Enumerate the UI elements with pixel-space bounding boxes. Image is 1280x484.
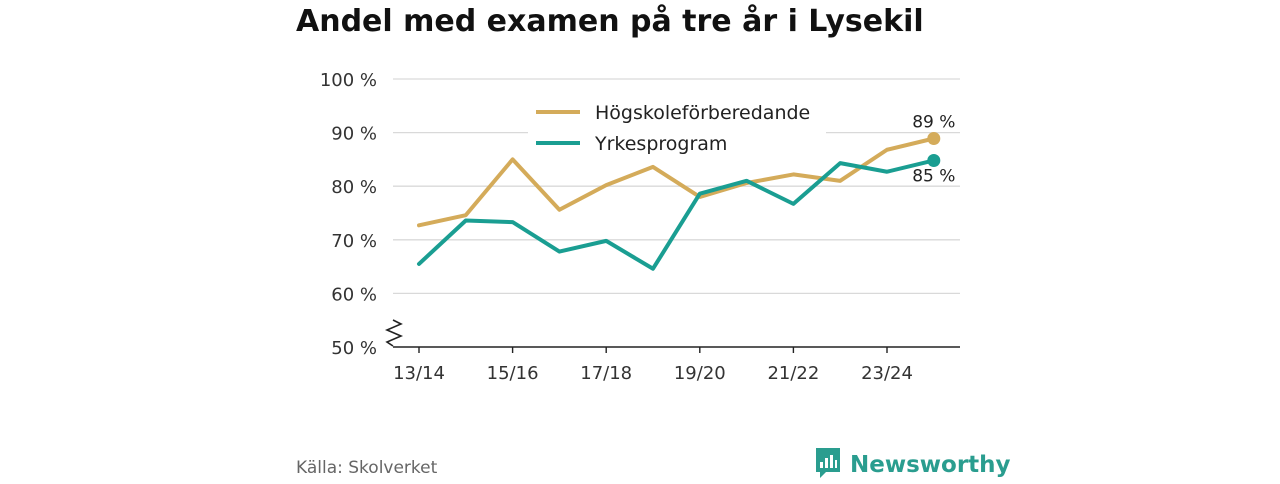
x-tick-label: 21/22 (767, 363, 819, 384)
legend-label: Högskoleförberedande (595, 102, 810, 124)
x-tick-label: 15/16 (487, 363, 539, 384)
newsworthy-logo-icon (814, 446, 842, 484)
x-axis: 13/14 15/16 17/18 19/20 21/22 23/24 (393, 346, 960, 384)
axis-break-icon (384, 319, 404, 347)
series-lines (417, 131, 941, 271)
source-note: Källa: Skolverket (296, 458, 438, 478)
legend-label: Yrkesprogram (594, 133, 727, 155)
end-value-label: 85 % (912, 166, 955, 186)
end-value-label: 89 % (912, 112, 955, 132)
end-labels: 89 % 85 % (912, 112, 955, 186)
legend: Högskoleförberedande Yrkesprogram (528, 93, 826, 159)
x-tick-label: 19/20 (674, 363, 726, 384)
y-tick-label: 70 % (331, 231, 377, 252)
data-point (927, 131, 941, 145)
brand-name: Newsworthy (850, 452, 1011, 478)
y-tick-label: 90 % (331, 124, 377, 145)
legend-background (528, 93, 826, 159)
data-point (927, 153, 941, 167)
y-axis-break (384, 319, 404, 347)
y-tick-label: 60 % (331, 284, 377, 305)
x-tick-label: 13/14 (393, 363, 445, 384)
chart-title: Andel med examen på tre år i Lysekil (296, 4, 924, 39)
series-line (417, 136, 936, 228)
brand[interactable]: Newsworthy (814, 446, 1011, 484)
y-tick-label: 50 % (331, 338, 377, 359)
x-tick-label: 23/24 (861, 363, 913, 384)
y-tick-label: 100 % (320, 70, 377, 91)
y-tick-label: 80 % (331, 177, 377, 198)
x-tick-label: 17/18 (580, 363, 632, 384)
series-line (417, 158, 936, 271)
y-axis-tick-labels: 50 % 60 % 70 % 80 % 90 % 100 % (320, 70, 377, 359)
